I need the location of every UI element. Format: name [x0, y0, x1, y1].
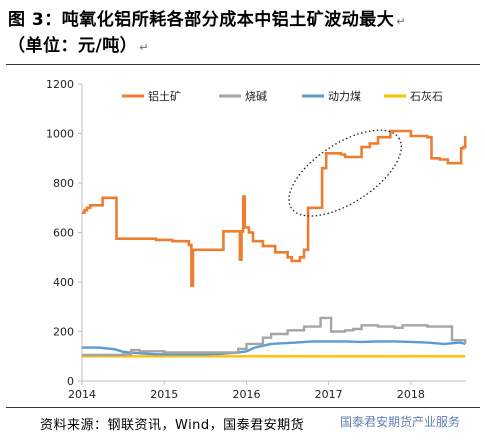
source-note: 资料来源：钢联资讯，Wind，国泰君安期货 [40, 418, 305, 433]
legend-label-1: 铝土矿 [148, 89, 181, 103]
annotation-layer [288, 129, 402, 217]
chart-axes: 0 200 400 600 800 1000 1200 2014 2015 2016 2017 201… [46, 78, 466, 401]
title-line2: （单位：元/吨） [8, 36, 138, 56]
legend-label-3: 动力煤 [328, 90, 361, 103]
series-line-2 [82, 316, 467, 357]
y-tick-label: 800 [53, 177, 74, 190]
x-tick-label: 2018 [397, 388, 425, 401]
legend-label-2: 烧碱 [245, 90, 267, 103]
title-line1: 图 3：吨氧化铝所耗各部分成本中铝土矿波动最大 [8, 10, 395, 30]
series-layer [82, 129, 467, 358]
series-line-3 [82, 340, 466, 356]
legend-label-4: 石灰石 [410, 89, 443, 103]
chart-title: 图 3：吨氧化铝所耗各部分成本中铝土矿波动最大 ↵ （单位：元/吨） ↵ [8, 8, 478, 60]
y-tick-label: 600 [53, 227, 74, 240]
watermark-text: 国泰君安期货产业服务 [340, 415, 461, 429]
title-divider [6, 64, 480, 65]
x-tick-label: 2015 [150, 388, 178, 401]
dotted-ellipse-annotation [288, 129, 402, 217]
y-tick-label: 400 [53, 276, 74, 289]
y-tick-label: 200 [53, 326, 74, 339]
paragraph-mark-2: ↵ [139, 41, 149, 54]
y-tick-label: 1000 [46, 128, 74, 141]
y-tick-label: 0 [67, 375, 74, 388]
series-line-1 [82, 129, 467, 287]
chart-legend: 铝土矿 烧碱 动力煤 石灰石 [122, 89, 443, 103]
x-tick-label: 2017 [315, 388, 343, 401]
x-tick-label: 2016 [232, 388, 260, 401]
paragraph-mark: ↵ [396, 15, 406, 28]
x-tick-label: 2014 [68, 388, 96, 401]
source-divider [6, 407, 480, 408]
y-tick-label: 1200 [46, 78, 74, 91]
